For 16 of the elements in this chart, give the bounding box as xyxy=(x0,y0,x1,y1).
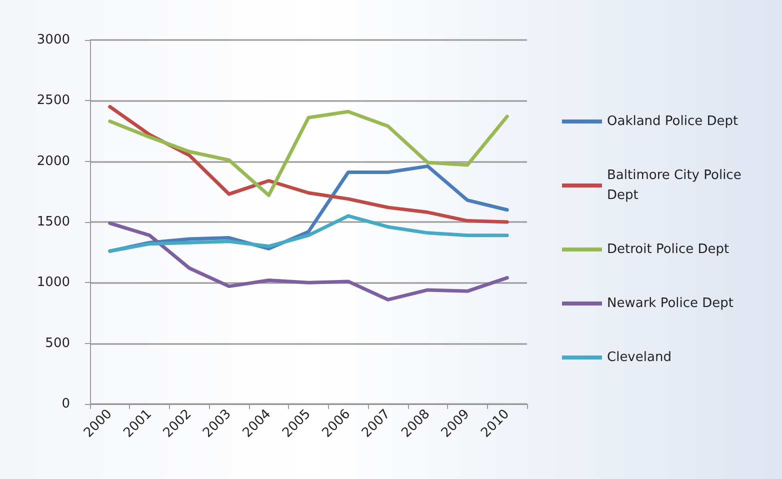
y-tick-label: 0 xyxy=(62,396,70,412)
line-series xyxy=(108,221,509,302)
y-tick-label: 3000 xyxy=(36,32,70,48)
legend-label: Detroit Police Dept xyxy=(607,242,730,257)
y-tick-label: 500 xyxy=(45,336,70,351)
y-tick-label: 2500 xyxy=(36,93,70,108)
y-tick-label: 2000 xyxy=(36,154,70,169)
legend-label: Oakland Police Dept xyxy=(607,114,738,129)
line-series xyxy=(108,214,509,253)
y-tick-label: 1000 xyxy=(36,275,70,290)
legend-label: Newark Police Dept xyxy=(607,296,734,311)
y-tick-label: 1500 xyxy=(36,214,70,230)
legend-label: Baltimore City Police Dept xyxy=(607,168,746,203)
line-series xyxy=(108,110,509,198)
line-series xyxy=(108,104,509,224)
legend-label: Cleveland xyxy=(607,350,672,365)
